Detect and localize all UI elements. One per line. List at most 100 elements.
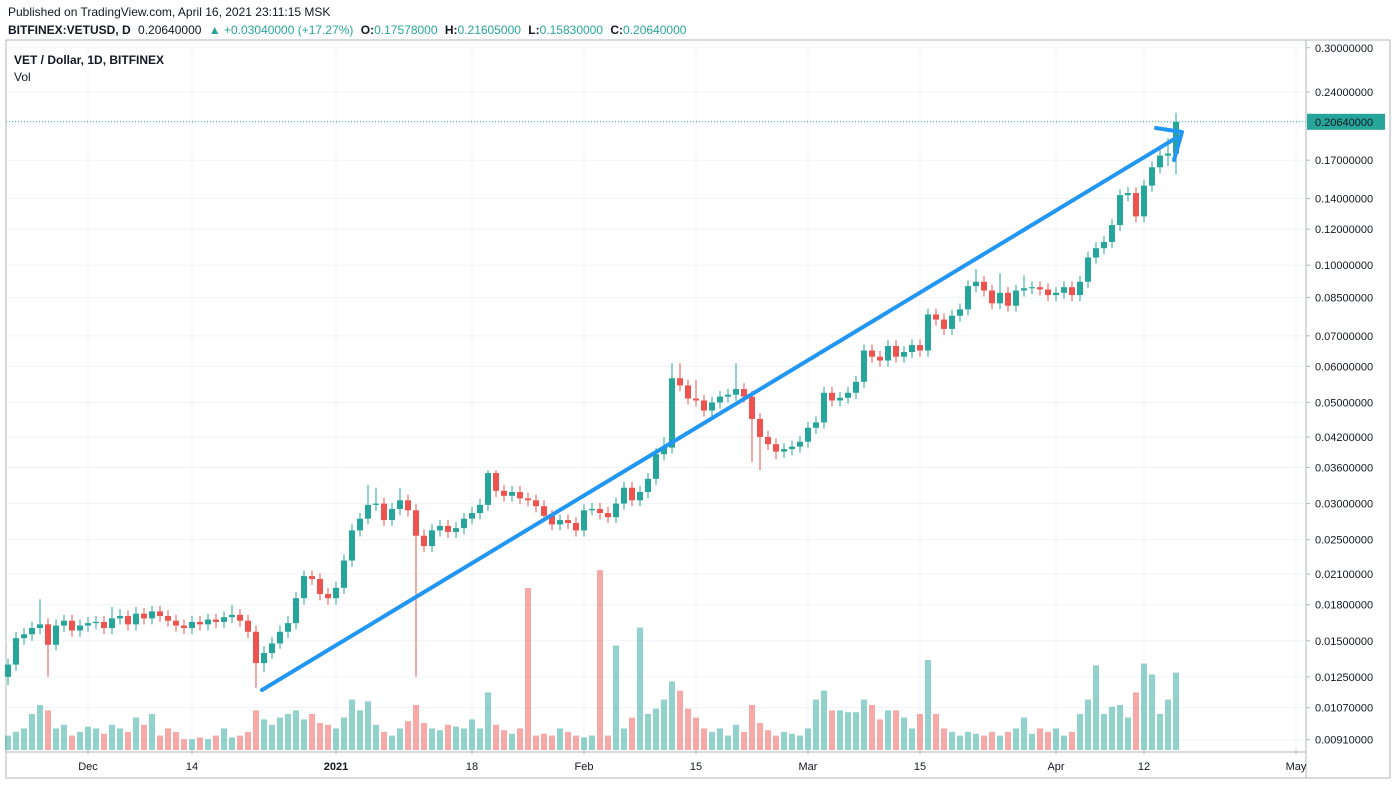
- x-tick-label: May: [1286, 761, 1307, 773]
- candle-body: [557, 520, 563, 525]
- volume-bar: [1061, 735, 1067, 750]
- chart-title: VET / Dollar, 1D, BITFINEX: [14, 53, 164, 67]
- volume-bar: [317, 723, 323, 750]
- volume-bar: [77, 732, 83, 750]
- volume-bar: [229, 737, 235, 750]
- arrow-shaft: [260, 136, 1178, 692]
- published-note: Published on TradingView.com, April 16, …: [8, 5, 330, 19]
- candle-body: [205, 619, 211, 625]
- candle-body: [925, 314, 931, 351]
- candle-body: [517, 492, 523, 499]
- volume-bar: [701, 728, 707, 750]
- symbol: BITFINEX:VETUSD, D: [8, 23, 131, 37]
- candle-body: [909, 345, 915, 353]
- candle-body: [1053, 292, 1059, 296]
- volume-bar: [829, 710, 835, 750]
- y-tick-label: 0.07000000: [1315, 331, 1373, 343]
- candle-body: [1125, 193, 1131, 196]
- candle-body: [85, 623, 91, 626]
- candle-body: [101, 621, 107, 629]
- candle-body: [797, 441, 803, 447]
- volume-bar: [357, 710, 363, 750]
- volume-bar: [197, 737, 203, 750]
- candle-body: [349, 530, 355, 561]
- x-tick-label: 2021: [324, 761, 348, 773]
- volume-bar: [1141, 663, 1147, 750]
- y-tick-label: 0.24000000: [1315, 87, 1373, 99]
- volume-bar: [413, 705, 419, 750]
- y-tick-label: 0.01250000: [1315, 672, 1373, 684]
- volume-bar: [333, 728, 339, 750]
- candle-body: [413, 510, 419, 536]
- candle-body: [333, 587, 339, 599]
- volume-bar: [917, 714, 923, 750]
- candle-body: [365, 504, 371, 519]
- volume-bar: [805, 728, 811, 750]
- x-tick-label: Mar: [799, 761, 818, 773]
- volume-bar: [877, 719, 883, 750]
- change: ▲ +0.03040000 (+17.27%): [209, 23, 354, 37]
- volume-bar: [1077, 714, 1083, 750]
- volume-bar: [37, 705, 43, 750]
- volume-bar: [637, 627, 643, 750]
- volume-bar: [1173, 672, 1179, 750]
- candle-body: [317, 578, 323, 594]
- volume-bar: [813, 699, 819, 750]
- volume-bar: [149, 714, 155, 750]
- volume-bar: [397, 728, 403, 750]
- candle-body: [477, 504, 483, 514]
- candle-body: [373, 503, 379, 505]
- volume-bar: [605, 735, 611, 750]
- volume-bar: [765, 730, 771, 750]
- candle-body: [965, 286, 971, 310]
- volume-bar: [53, 728, 59, 750]
- candle-body: [749, 396, 755, 419]
- candle-body: [133, 613, 139, 625]
- y-tick-label: 0.14000000: [1315, 194, 1373, 206]
- volume-bar: [261, 719, 267, 750]
- volume-bar: [405, 721, 411, 750]
- volume-bar: [573, 735, 579, 750]
- volume-bar: [517, 728, 523, 750]
- x-tick-label: 15: [914, 761, 926, 773]
- candle-body: [493, 473, 499, 491]
- candle-body: [685, 385, 691, 399]
- volume-bar: [709, 732, 715, 750]
- volume-bar: [797, 735, 803, 750]
- candle-body: [581, 510, 587, 531]
- candle-body: [597, 508, 603, 514]
- candle-body: [357, 518, 363, 531]
- candle-body: [69, 620, 75, 631]
- volume-bar: [21, 728, 27, 750]
- volume-bar: [1125, 717, 1131, 750]
- volume-bar: [645, 714, 651, 750]
- volume-bar: [741, 732, 747, 750]
- candle-body: [1133, 193, 1139, 217]
- volume-bar: [461, 728, 467, 750]
- volume-bar: [893, 710, 899, 750]
- candle-body: [717, 396, 723, 403]
- volume-bar: [933, 714, 939, 750]
- y-tick-label: 0.06000000: [1315, 361, 1373, 373]
- volume-bar: [365, 701, 371, 750]
- volume-bar: [781, 732, 787, 750]
- candle-body: [933, 314, 939, 320]
- volume-bar: [549, 735, 555, 750]
- candle-body: [893, 346, 899, 357]
- candle-body: [637, 492, 643, 501]
- candles: [5, 112, 1179, 689]
- frame: [5, 39, 1391, 779]
- c-value: 0.20640000: [623, 23, 687, 37]
- candle-body: [221, 617, 227, 622]
- candle-body: [605, 513, 611, 518]
- volume-bar: [597, 570, 603, 750]
- volume-bar: [1021, 717, 1027, 750]
- volume-bar: [533, 735, 539, 750]
- trend-arrow: [260, 126, 1184, 692]
- volume-bar: [341, 717, 347, 750]
- candle-body: [1069, 287, 1075, 296]
- volume-bar: [493, 724, 499, 750]
- candle-body: [309, 576, 315, 579]
- candle-body: [109, 618, 115, 629]
